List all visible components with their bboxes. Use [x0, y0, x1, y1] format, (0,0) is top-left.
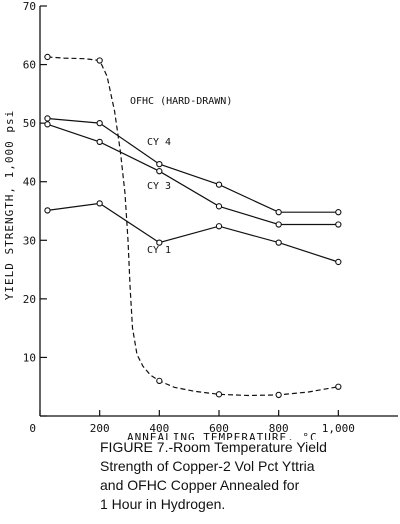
data-point	[335, 383, 342, 390]
axes: 10 20 30 40 50 60 70 0 200 400 600 800 1,000	[23, 0, 398, 435]
y-tick-label: 40	[23, 176, 36, 189]
data-point	[215, 181, 223, 188]
data-point	[156, 168, 163, 175]
data-point	[215, 203, 223, 210]
data-point	[335, 209, 342, 216]
data-point	[215, 391, 223, 398]
x-tick-label: 200	[90, 422, 110, 435]
data-point	[44, 207, 51, 214]
series-label-cy3: CY 3	[147, 181, 171, 192]
data-markers	[44, 53, 342, 399]
caption-line-3: and OFHC Copper Annealed for	[100, 477, 300, 493]
y-tick-label: 60	[23, 59, 36, 72]
series-label-ofhc: OFHC (HARD-DRAWN)	[130, 96, 232, 107]
data-point	[335, 221, 342, 228]
data-point	[215, 223, 223, 230]
series-label-cy4: CY 4	[147, 137, 171, 148]
data-point	[156, 377, 163, 385]
data-point	[96, 119, 103, 127]
series-line-3	[47, 202, 339, 263]
caption-line-4: 1 Hour in Hydrogen.	[100, 496, 226, 512]
y-tick-label: 50	[23, 117, 36, 130]
data-point	[275, 239, 282, 246]
x-axis-label: ANNEALING TEMPERATURE, °C	[127, 431, 318, 440]
data-point	[275, 209, 282, 216]
data-point	[156, 239, 163, 246]
data-point	[275, 221, 282, 228]
series-label-cy1: CY 1	[147, 245, 171, 256]
data-point	[156, 160, 163, 168]
labels: YIELD STRENGTH, 1,000 psi ANNEALING TEMP…	[3, 96, 318, 440]
data-point	[44, 121, 51, 128]
yield-strength-chart: 10 20 30 40 50 60 70 0 200 400 600 800 1,000 YIELD S…	[3, 0, 398, 440]
data-point	[96, 138, 103, 146]
data-point	[275, 391, 282, 399]
y-axis-label: YIELD STRENGTH, 1,000 psi	[3, 110, 16, 301]
y-tick-label: 30	[23, 234, 36, 247]
y-tick-label: 70	[23, 0, 36, 13]
x-tick-label: 400	[149, 422, 169, 435]
caption-line-2: Strength of Copper-2 Vol Pct Yttria	[100, 458, 315, 474]
x-tick-label: 0	[29, 422, 36, 435]
data-point	[44, 53, 51, 61]
data-point	[96, 57, 103, 64]
caption-line-1: FIGURE 7.-Room Temperature Yield	[100, 439, 327, 455]
y-tick-label: 10	[23, 351, 36, 364]
series-line-0	[47, 56, 339, 397]
x-tick-label: 1,000	[322, 422, 355, 435]
y-tick-label: 20	[23, 293, 36, 306]
data-point	[96, 200, 103, 207]
x-tick-label: 800	[269, 422, 289, 435]
data-point	[335, 258, 342, 266]
data-point	[44, 115, 51, 122]
x-tick-label: 600	[209, 422, 229, 435]
series-lines	[47, 56, 339, 397]
series-line-1	[47, 117, 339, 213]
series-line-2	[47, 123, 339, 226]
figure-caption: FIGURE 7.-Room Temperature Yield Strengt…	[100, 438, 396, 514]
